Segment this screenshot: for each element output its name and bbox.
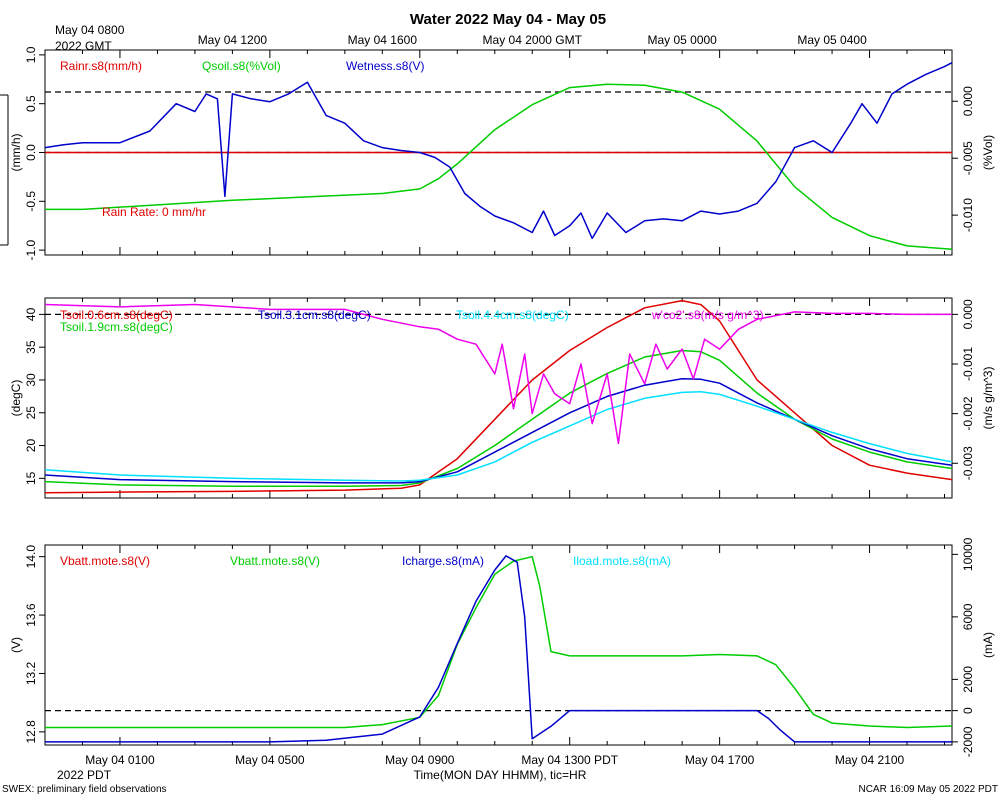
bottom-tick-label: May 04 0900 (385, 753, 455, 767)
legend-entry: Iload.mote.s8(mA) (573, 554, 671, 568)
right-tick-label: 0 (961, 707, 975, 714)
top-tick-label: May 04 1600 (348, 33, 418, 47)
legend-entry: Tsoil.4.4cm.s8(degC) (456, 308, 569, 322)
left-tick-label: 20 (24, 439, 38, 453)
series-line (44, 377, 953, 484)
top-tick-label: May 04 1200 (198, 33, 268, 47)
bottom-axis-year: 2022 PDT (57, 768, 112, 782)
right-tick-label: -0.002 (961, 396, 975, 430)
right-tick-label: -0.001 (961, 347, 975, 381)
right-axis-label: (mA) (981, 632, 995, 658)
left-tick-label: 13.6 (24, 603, 38, 627)
annotation: Rain Rate: 0 mm/hr (102, 205, 206, 219)
series-line (44, 349, 953, 487)
legend-entry: Icharge.s8(mA) (402, 554, 484, 568)
legend-entry: Tsoil.1.9cm.s8(degC) (60, 320, 173, 334)
x-axis-label: Time(MON DAY HHMM), tic=HR (414, 768, 587, 782)
panel-frame (44, 297, 953, 499)
left-tick-label: 14.0 (24, 545, 38, 569)
left-tick-label: 12.8 (24, 720, 38, 744)
right-axis-label: (m/s g/m^3) (981, 367, 995, 430)
legend-entry: Rainr.s8(mm/h) (60, 59, 142, 73)
legend-entry: Tsoil.3.1cm.s8(degC) (258, 308, 371, 322)
bottom-tick-label: May 04 0500 (235, 753, 305, 767)
bottom-tick-label: May 04 1300 PDT (521, 753, 618, 767)
left-axis-label: (mm/h) (9, 134, 23, 172)
left-tick-label: 15 (24, 471, 38, 485)
right-tick-label: 2000 (961, 666, 975, 693)
panel-soil-temperature: 15 20 25 30 35 40 (degC) -0.003 -0.002 -0.001 0.00… (9, 297, 995, 499)
left-tick-label: 40 (24, 307, 38, 321)
legend-entry: Tsoil.0.6cm.s8(degC) (60, 308, 173, 322)
legend-entry: Vbatt.mote.s8(V) (230, 554, 320, 568)
right-tick-label: 0.000 (961, 86, 975, 116)
footer-right: NCAR 16:09 May 05 2022 PDT (858, 784, 998, 795)
legend-entry: Vbatt.mote.s8(V) (60, 554, 150, 568)
left-tick-label: 0.5 (24, 95, 38, 112)
left-tick-label: 13.2 (24, 661, 38, 685)
series-line (44, 62, 953, 240)
bottom-tick-label: May 04 1700 (685, 753, 755, 767)
bottom-tick-label: May 04 2100 (835, 753, 905, 767)
right-tick-label: 6000 (961, 603, 975, 630)
right-axis-label: (%Vol) (981, 135, 995, 170)
panel-frame (44, 544, 953, 746)
panel-battery: 12.8 13.2 13.6 14.0 (V) -2000 0 2000 6000 10000 (m… (9, 537, 995, 757)
bottom-axis-tick-labels: May 04 0100 May 04 0500 May 04 0900 May 04 … (85, 753, 904, 767)
right-tick-label: -2000 (961, 726, 975, 757)
top-axis-tick-labels: May 04 1200 May 04 1600 May 04 2000 GMT May… (198, 33, 867, 47)
left-tick-label: 25 (24, 406, 38, 420)
chart-title: Water 2022 May 04 - May 05 (410, 11, 606, 28)
series-line (44, 299, 953, 494)
left-tick-label: 1.0 (24, 46, 38, 63)
top-tick-label: May 04 2000 GMT (483, 33, 583, 47)
top-tick-label: May 05 0400 (797, 33, 867, 47)
series-line (45, 555, 952, 743)
top-axis-start-line2: 2022 GMT (55, 39, 112, 53)
series-line (45, 83, 953, 251)
left-margin-marks (0, 94, 9, 246)
right-tick-label: 0.000 (961, 299, 975, 329)
left-axis-label: (degC) (9, 380, 23, 417)
legend-entry: Wetness.s8(V) (346, 59, 424, 73)
left-axis-label: (V) (9, 637, 23, 653)
left-tick-label: -1.0 (24, 239, 38, 260)
right-tick-label: -0.003 (961, 446, 975, 480)
footer-left: SWEX: preliminary field observations (2, 784, 167, 795)
series-line (45, 555, 953, 729)
right-tick-label: -0.005 (961, 141, 975, 175)
legend-entry: Qsoil.s8(%Vol) (202, 59, 281, 73)
left-tick-label: 30 (24, 373, 38, 387)
series-line (44, 391, 953, 482)
top-tick-label: May 05 0000 (647, 33, 717, 47)
bottom-tick-label: May 04 0100 (85, 753, 155, 767)
panel-wetness: -1.0 -0.5 0.0 0.5 1.0 (mm/h) -0.010 -0.005 0.000… (9, 46, 995, 260)
series-line (44, 303, 952, 445)
left-tick-label: 0.0 (24, 144, 38, 161)
legend-entry: w'co2'.s8(m/s g/m^3) (651, 308, 764, 322)
right-tick-label: -0.010 (961, 198, 975, 232)
top-axis-start-line1: May 04 0800 (55, 23, 125, 37)
left-tick-label: -0.5 (24, 191, 38, 212)
right-tick-label: 10000 (961, 537, 975, 571)
left-tick-label: 35 (24, 340, 38, 354)
